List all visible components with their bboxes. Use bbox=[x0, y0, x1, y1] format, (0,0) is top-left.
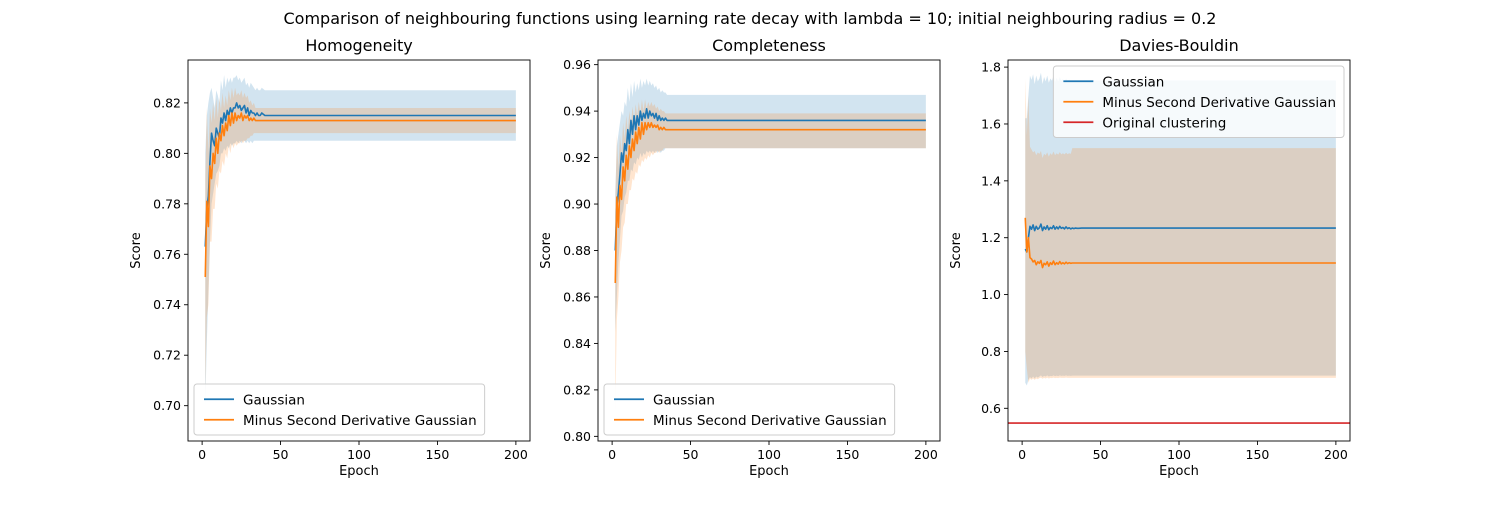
y-tick-label: 0.96 bbox=[563, 57, 591, 72]
x-tick-label: 50 bbox=[683, 447, 699, 462]
x-axis-label: Epoch bbox=[749, 464, 789, 479]
x-axis-label: Epoch bbox=[339, 464, 379, 479]
y-tick-label: 0.78 bbox=[153, 196, 181, 211]
legend-label: Minus Second Derivative Gaussian bbox=[653, 413, 887, 429]
y-axis-label: Score bbox=[949, 232, 964, 268]
x-tick-label: 150 bbox=[1246, 447, 1270, 462]
series-line-msdg bbox=[1024, 217, 1336, 269]
panel-1: Completeness 0 50 100 150 200 0.80 0.82 0.84 0.86… bbox=[539, 36, 941, 479]
legend-label: Minus Second Derivative Gaussian bbox=[243, 413, 477, 429]
panel-title: Davies-Bouldin bbox=[1119, 36, 1239, 55]
y-tick-label: 0.74 bbox=[153, 297, 181, 312]
y-tick-label: 0.80 bbox=[153, 146, 181, 161]
band-gaussian bbox=[615, 78, 926, 332]
legend-label: Gaussian bbox=[653, 392, 715, 408]
series-line-gaussian bbox=[1024, 223, 1336, 253]
y-axis-label: Score bbox=[539, 232, 554, 268]
legend: Gaussian Minus Second Derivative Gaussian bbox=[193, 383, 486, 436]
band-gaussian bbox=[1025, 72, 1336, 386]
plot-area bbox=[204, 75, 516, 406]
x-tick-label: 200 bbox=[914, 447, 938, 462]
y-tick-label: 0.88 bbox=[563, 243, 591, 258]
x-tick-label: 200 bbox=[504, 447, 528, 462]
legend-label: Gaussian bbox=[243, 392, 305, 408]
y-tick-label: 0.84 bbox=[563, 336, 591, 351]
x-tick-label: 0 bbox=[198, 447, 206, 462]
x-tick-label: 100 bbox=[347, 447, 371, 462]
legend-box bbox=[603, 383, 896, 436]
y-tick-label: 0.70 bbox=[153, 398, 181, 413]
y-axis-label: Score bbox=[129, 232, 144, 268]
x-axis-label: Epoch bbox=[1159, 464, 1199, 479]
y-tick-label: 1.6 bbox=[981, 116, 1001, 131]
series-line-gaussian bbox=[614, 107, 926, 251]
band-msdg bbox=[1025, 78, 1336, 383]
plot-area bbox=[1008, 72, 1350, 424]
legend-box bbox=[193, 383, 486, 436]
legend: Gaussian Minus Second Derivative Gaussian… bbox=[1052, 65, 1345, 138]
series-line-msdg bbox=[204, 112, 516, 278]
y-tick-label: 0.94 bbox=[563, 104, 591, 119]
panel-2: Davies-Bouldin 0 50 100 150 200 0.6 0.8 1.0 1.2 1.… bbox=[949, 36, 1351, 479]
y-tick-label: 0.80 bbox=[563, 429, 591, 444]
x-tick-label: 50 bbox=[273, 447, 289, 462]
x-tick-label: 100 bbox=[757, 447, 781, 462]
legend-label: Gaussian bbox=[1102, 74, 1164, 90]
band-gaussian bbox=[205, 75, 516, 406]
y-tick-label: 0.82 bbox=[563, 382, 591, 397]
x-tick-label: 50 bbox=[1093, 447, 1109, 462]
series-line-gaussian bbox=[204, 102, 516, 247]
legend: Gaussian Minus Second Derivative Gaussian bbox=[603, 383, 896, 436]
series-line-msdg bbox=[614, 121, 926, 284]
y-tick-label: 0.6 bbox=[981, 401, 1001, 416]
y-tick-label: 1.0 bbox=[981, 287, 1001, 302]
x-tick-label: 0 bbox=[608, 447, 616, 462]
y-tick-label: 0.76 bbox=[153, 247, 181, 262]
legend-label: Minus Second Derivative Gaussian bbox=[1102, 95, 1336, 111]
band-msdg bbox=[615, 99, 926, 414]
x-tick-label: 150 bbox=[836, 447, 860, 462]
x-tick-label: 0 bbox=[1018, 447, 1026, 462]
x-tick-label: 200 bbox=[1324, 447, 1348, 462]
y-tick-label: 1.4 bbox=[981, 173, 1001, 188]
y-tick-label: 0.72 bbox=[153, 348, 181, 363]
y-tick-label: 0.86 bbox=[563, 289, 591, 304]
panel-0: Homogeneity 0 50 100 150 200 0.70 0.72 0.74 0.76 0… bbox=[129, 36, 531, 479]
y-tick-label: 0.90 bbox=[563, 197, 591, 212]
y-tick-label: 0.92 bbox=[563, 150, 591, 165]
y-tick-label: 0.8 bbox=[981, 344, 1001, 359]
legend-label: Original clustering bbox=[1102, 115, 1226, 131]
panels: Homogeneity 0 50 100 150 200 0.70 0.72 0.74 0.76 0… bbox=[129, 36, 1351, 479]
plot-area bbox=[614, 78, 926, 414]
x-tick-label: 150 bbox=[426, 447, 450, 462]
panel-title: Homogeneity bbox=[305, 36, 412, 55]
y-tick-label: 1.8 bbox=[981, 60, 1001, 75]
panel-title: Completeness bbox=[712, 36, 826, 55]
figure-suptitle: Comparison of neighbouring functions usi… bbox=[284, 9, 1217, 28]
y-tick-label: 1.2 bbox=[981, 230, 1001, 245]
x-tick-label: 100 bbox=[1167, 447, 1191, 462]
legend-box bbox=[1052, 65, 1345, 138]
y-tick-label: 0.82 bbox=[153, 95, 181, 110]
